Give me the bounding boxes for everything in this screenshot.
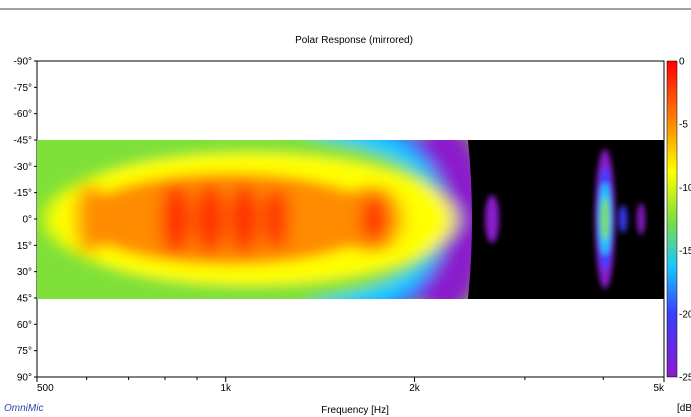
colorbar-ticks: 0 -5 -10 -15 -20 -25 xyxy=(679,57,691,384)
brand-label: OmniMic xyxy=(4,403,43,414)
y-tick-label: 30° xyxy=(17,267,32,278)
heatmap-blob-red-1 xyxy=(162,183,190,255)
x-tick-label: 5k xyxy=(653,383,665,394)
y-axis: -90° -75° -60° -45° -30° -15° 0° 15° 30° 45° 60° 75… xyxy=(14,57,37,384)
x-tick-label: 1k xyxy=(220,383,232,394)
y-tick-label: -90° xyxy=(14,57,32,68)
y-tick-label: 75° xyxy=(17,346,32,357)
heatmap-blob-red-3 xyxy=(230,183,258,255)
y-tick-label: -60° xyxy=(14,109,32,120)
y-tick-label: -75° xyxy=(14,83,32,94)
colorbar-tick-label: -15 xyxy=(679,246,691,257)
x-tick-label: 500 xyxy=(37,383,54,394)
colorbar-unit: [dB xyxy=(677,403,691,414)
colorbar-tick-label: -10 xyxy=(679,183,691,194)
y-tick-label: 45° xyxy=(17,294,32,305)
chart-title: Polar Response (mirrored) xyxy=(295,35,413,46)
heatmap-band xyxy=(37,140,664,299)
colorbar-tick-label: 0 xyxy=(679,57,685,68)
colorbar-tick-label: -25 xyxy=(679,373,691,384)
heatmap-blob-red-4 xyxy=(264,187,288,251)
x-axis: 500 1k 2k 5k xyxy=(36,377,665,394)
y-tick-label: -30° xyxy=(14,162,32,173)
heatmap-lobe-side-1 xyxy=(619,205,627,233)
heatmap-blob-red-5 xyxy=(362,197,386,241)
y-tick-label: 90° xyxy=(17,373,32,384)
colorbar xyxy=(666,60,678,378)
heatmap-lobe-side-2 xyxy=(637,203,645,235)
heatmap-lobe-purple xyxy=(485,195,499,243)
heatmap-below-range xyxy=(468,140,664,299)
y-tick-label: 0° xyxy=(22,215,32,226)
y-tick-label: 60° xyxy=(17,320,32,331)
y-tick-label: -45° xyxy=(14,136,32,147)
heatmap-blob-red-2 xyxy=(196,183,224,255)
y-tick-label: -15° xyxy=(14,188,32,199)
x-tick-label: 2k xyxy=(409,383,421,394)
y-tick-label: 15° xyxy=(17,241,32,252)
colorbar-tick-label: -20 xyxy=(679,309,691,320)
colorbar-tick-label: -5 xyxy=(679,120,688,131)
heatmap-lobe-green xyxy=(601,197,609,241)
heatmap-blob-orange-left xyxy=(76,183,104,255)
x-axis-label: Frequency [Hz] xyxy=(321,405,389,416)
